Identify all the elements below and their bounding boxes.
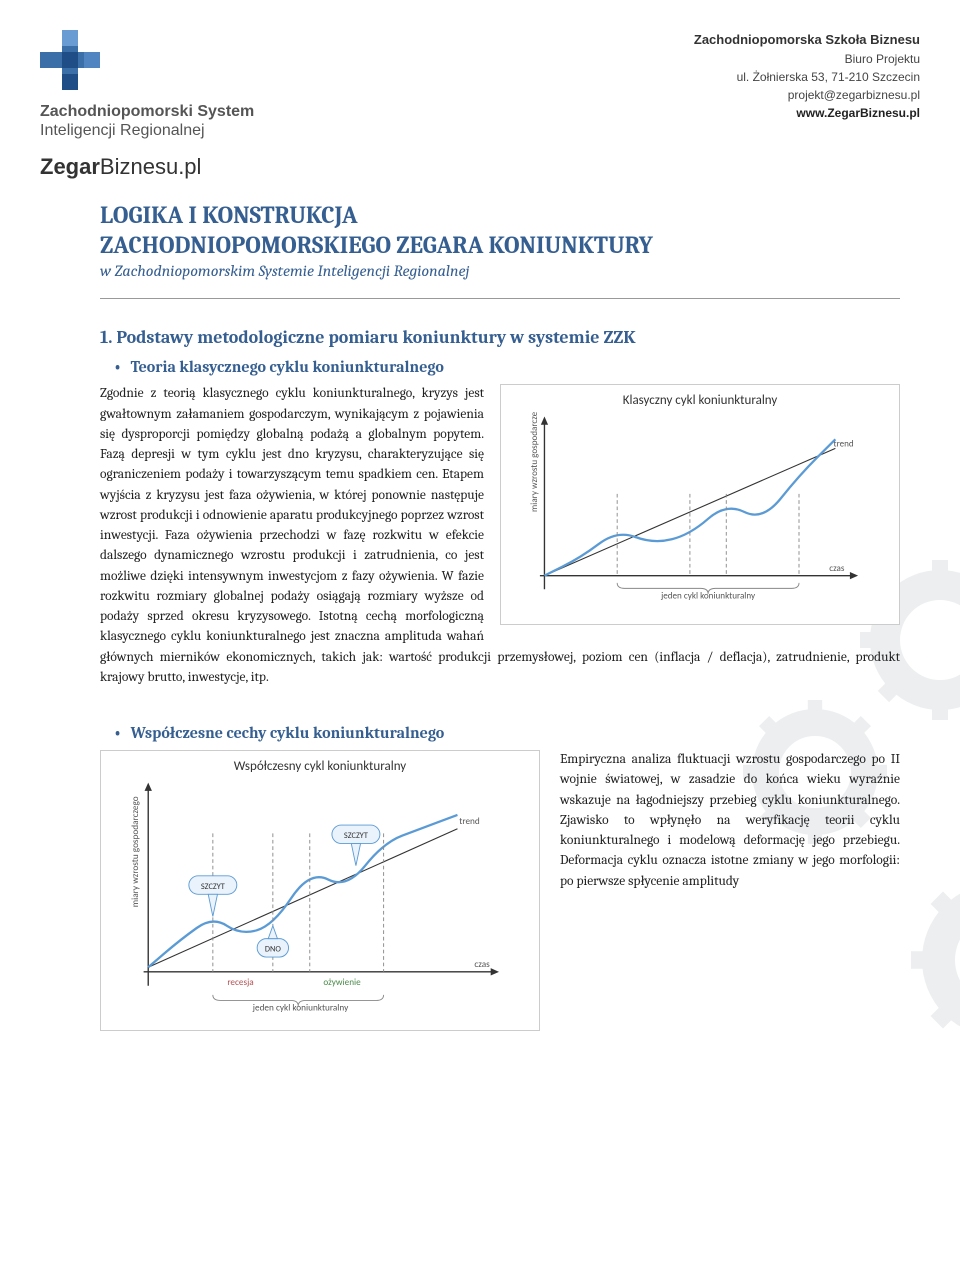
chart2-recession-label: recesja (227, 977, 253, 988)
chart2-trend-label: trend (459, 816, 480, 827)
chart1-title: Klasyczny cykl koniunkturalny (509, 393, 891, 408)
org-line2: Inteligencji Regionalnej (40, 122, 205, 139)
doc-title-2: ZACHODNIOPOMORSKIEGO ZEGARA KONIUNKTURY (100, 230, 900, 260)
brand-bold: Zegar (40, 154, 100, 179)
section-1-heading: 1. Podstawy metodologiczne pomiaru koniu… (100, 327, 900, 348)
chart2-trend-line (148, 829, 457, 967)
title-divider (100, 298, 900, 299)
chart2-cycle-label: jeden cykl koniunkturalny (252, 1003, 349, 1014)
chart2-callouts: SZCZYT DNO SZCZYT (189, 825, 380, 957)
svg-text:SZCZYT: SZCZYT (344, 831, 368, 841)
chart2-xlabel: czas (474, 959, 490, 970)
bullet-heading-2: Współczesne cechy cyklu koniunkturalnego (132, 724, 900, 742)
right-l3: projekt@zegarbiznesu.pl (694, 86, 920, 104)
right-url: www.ZegarBiznesu.pl (694, 104, 920, 122)
header-left: Zachodniopomorski System Inteligencji Re… (40, 30, 254, 180)
chart1-xlabel: czas (829, 563, 845, 574)
main-content: LOGIKA I KONSTRUKCJA ZACHODNIOPOMORSKIEG… (0, 190, 960, 1079)
chart1-cycle-label: jeden cykl koniunkturalny (660, 591, 756, 602)
org-name: Zachodniopomorski System Inteligencji Re… (40, 102, 254, 140)
right-l2: ul. Żołnierska 53, 71-210 Szczecin (694, 68, 920, 86)
page-header: Zachodniopomorski System Inteligencji Re… (0, 0, 960, 190)
right-org: Zachodniopomorska Szkoła Biznesu (694, 30, 920, 50)
chart1-ylabel: miary wzrostu gospodarczego (529, 412, 540, 512)
logo-block (40, 30, 254, 90)
chart2-revival-label: ożywienie (323, 977, 361, 988)
svg-text:SZCZYT: SZCZYT (201, 882, 225, 892)
chart2-svg: miary wzrostu gospodarczego trend SZCZYT… (109, 778, 529, 1018)
svg-text:DNO: DNO (265, 945, 281, 955)
right-l1: Biuro Projektu (694, 50, 920, 68)
brand: ZegarBiznesu.pl (40, 154, 254, 180)
chart2-title: Współczesny cykl koniunkturalny (109, 759, 531, 774)
chart1-svg: miary wzrostu gospodarczego trend jeden … (509, 412, 889, 612)
chart-modern-cycle: Współczesny cykl koniunkturalny miary wz… (100, 750, 540, 1031)
bullet-heading-1: Teoria klasycznego cyklu koniunkturalneg… (132, 358, 900, 376)
header-right: Zachodniopomorska Szkoła Biznesu Biuro P… (694, 30, 920, 122)
chart1-vlines (617, 494, 799, 576)
brand-rest: Biznesu.pl (100, 154, 202, 179)
chart2-ylabel: miary wzrostu gospodarczego (130, 796, 141, 907)
chart-classic-cycle: Klasyczny cykl koniunkturalny miary wzro… (500, 384, 900, 625)
doc-title-1: LOGIKA I KONSTRUKCJA (100, 200, 900, 230)
org-line1: Zachodniopomorski System (40, 103, 254, 120)
chart1-trend-label: trend (834, 439, 854, 450)
chart1-trend-line (544, 449, 835, 576)
plus-logo-icon (40, 30, 100, 90)
doc-subtitle: w Zachodniopomorskim Systemie Inteligenc… (100, 262, 900, 280)
